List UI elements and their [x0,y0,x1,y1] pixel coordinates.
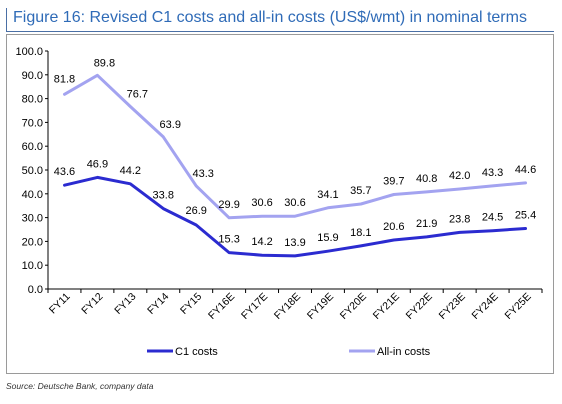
all-in-costs-line [63,73,527,220]
all-in-data-label: 44.6 [515,164,536,176]
legend-c1-label: C1 costs [175,346,218,358]
x-tick-label: FY19E [305,291,336,322]
all-in-data-label: 30.6 [251,197,272,209]
c1-data-label: 20.6 [383,221,404,233]
x-tick-label: FY16E [206,291,237,322]
c1-data-label: 23.8 [449,213,470,225]
x-tick-label: FY15 [178,291,204,317]
x-tick-label: FY23E [437,291,468,322]
y-tick-label: 70.0 [22,117,43,129]
x-tick-label: FY24E [470,291,501,322]
y-tick-label: 100.0 [15,46,43,58]
source-note: Source: Deutsche Bank, company data [6,381,154,391]
x-tick-label: FY25E [502,291,533,322]
x-tick-label: FY14 [145,291,171,317]
all-in-data-label: 34.1 [317,189,338,201]
x-tick-label: FY17E [239,291,270,322]
all-in-data-label: 76.7 [127,88,148,100]
y-tick-label: 80.0 [22,94,43,106]
x-tick-label: FY12 [79,291,105,317]
c1-data-label: 25.4 [515,210,536,222]
all-in-data-label: 42.0 [449,170,470,182]
all-in-data-label: 43.3 [482,167,503,179]
y-tick-label: 30.0 [22,213,43,225]
x-tick-label: FY11 [47,291,73,317]
y-tick-label: 50.0 [22,165,43,177]
all-in-data-label: 35.7 [350,185,371,197]
c1-data-label: 43.6 [54,166,75,178]
all-in-data-label: 40.8 [416,173,437,185]
legend-all-in-label: All-in costs [377,346,431,358]
line-chart: 0.0 10.0 20.0 30.0 40.0 50.0 60.0 70.0 80.0 90.0 1… [15,46,543,358]
x-tick-label: FY20E [338,291,369,322]
x-tick-label: FY21E [371,291,402,322]
all-in-data-label: 89.8 [94,57,115,69]
y-tick-label: 20.0 [22,236,43,248]
c1-data-label: 44.2 [120,165,141,177]
all-in-data-label: 43.3 [192,168,213,180]
x-tick-label: FY22E [404,291,435,322]
c1-data-label: 24.5 [482,212,503,224]
c1-data-label: 26.9 [185,205,206,217]
figure-title: Figure 16: Revised C1 costs and all-in c… [6,8,554,32]
c1-data-label: 14.2 [251,236,272,248]
c1-data-label: 46.9 [87,158,108,170]
c1-data-label: 15.9 [317,232,338,244]
x-tick-label: FY13 [112,291,138,317]
all-in-data-label: 29.9 [218,199,239,211]
c1-data-label: 18.1 [350,227,371,239]
c1-data-label: 15.3 [218,234,239,246]
y-tick-label: 90.0 [22,70,43,82]
y-tick-label: 60.0 [22,141,43,153]
y-tick-label: 10.0 [22,260,43,272]
c1-data-label: 21.9 [416,218,437,230]
all-in-data-label: 39.7 [383,176,404,188]
all-in-data-label: 81.8 [54,73,75,85]
c1-data-label: 13.9 [284,237,305,249]
all-in-data-label: 63.9 [160,119,181,131]
c1-data-label: 33.8 [153,190,174,202]
y-tick-label: 0.0 [28,284,43,296]
y-tick-label: 40.0 [22,189,43,201]
x-tick-label: FY18E [272,291,303,322]
all-in-data-label: 30.6 [284,197,305,209]
c1-costs-line [63,175,527,258]
chart-frame: 0.0 10.0 20.0 30.0 40.0 50.0 60.0 70.0 80.0 90.0 1… [6,34,554,374]
